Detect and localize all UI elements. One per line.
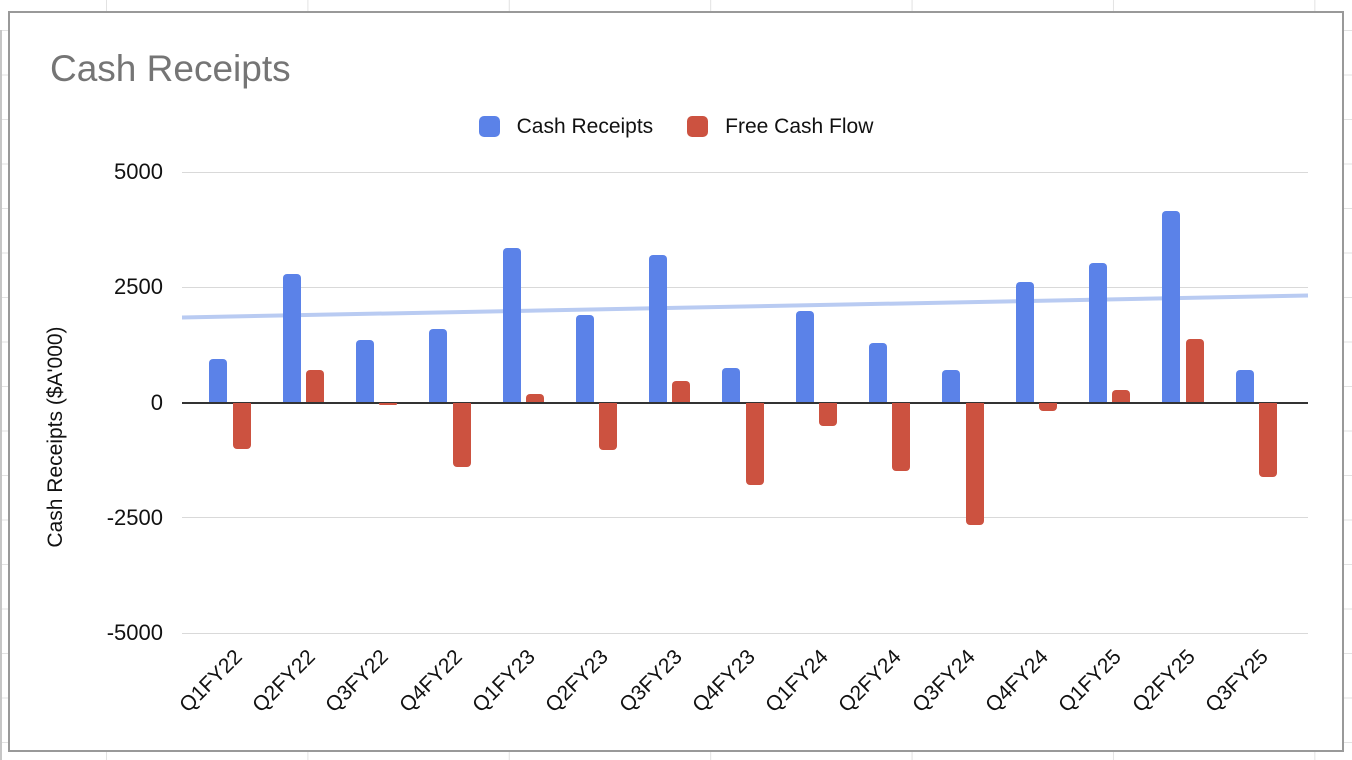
bar-cash-receipts-q2fy25[interactable] [1162,210,1181,403]
trendline [181,293,1309,320]
bar-free-cash-flow-q2fy25[interactable] [1185,338,1204,403]
x-tick-label-q1fy24: Q1FY24 [761,645,833,717]
y-axis-tick-labels: 5000 2500 0 -2500 -5000 [10,160,163,645]
y-tick-label-0: 0 [150,389,163,415]
x-tick-label-q2fy25: Q2FY25 [1127,645,1200,717]
legend-swatch-free-cash-flow [687,115,709,137]
bar-free-cash-flow-q1fy24[interactable] [819,402,837,427]
bar-cash-receipts-q4fy24[interactable] [1015,282,1034,403]
sheet-gridline-edge [0,30,2,760]
bar-cash-receipts-q4fy22[interactable] [429,328,448,403]
bar-free-cash-flow-q1fy25[interactable] [1112,390,1131,403]
bar-free-cash-flow-q3fy22[interactable] [379,402,398,405]
bar-free-cash-flow-q3fy23[interactable] [672,380,691,403]
y-tick-label-2500: 2500 [114,274,163,300]
bar-cash-receipts-q1fy24[interactable] [795,310,814,403]
bar-cash-receipts-q2fy23[interactable] [575,314,594,403]
legend-swatch-cash-receipts [478,115,500,137]
x-tick-label-q2fy22: Q2FY22 [248,645,320,717]
x-axis-zero-line [182,401,1308,404]
x-tick-label-q4fy22: Q4FY22 [394,645,467,717]
bar-free-cash-flow-q2fy23[interactable] [599,402,618,450]
bar-free-cash-flow-q4fy23[interactable] [745,402,764,486]
legend-item-cash-receipts[interactable]: Cash Receipts [478,114,654,138]
bar-cash-receipts-q2fy24[interactable] [869,342,887,403]
legend-item-free-cash-flow[interactable]: Free Cash Flow [687,114,874,138]
gridline--5000 [182,632,1308,634]
bar-cash-receipts-q4fy23[interactable] [722,368,741,403]
bar-free-cash-flow-q1fy23[interactable] [525,394,544,403]
x-tick-label-q4fy23: Q4FY23 [688,645,760,717]
bar-cash-receipts-q3fy23[interactable] [649,254,668,403]
x-tick-label-q3fy23: Q3FY23 [614,645,687,717]
chart-title: Cash Receipts [50,48,291,89]
legend-label-free-cash-flow: Free Cash Flow [725,114,874,138]
bar-free-cash-flow-q2fy24[interactable] [892,402,911,471]
bar-free-cash-flow-q3fy24[interactable] [965,402,984,526]
trendline-svg [181,293,1309,320]
bar-free-cash-flow-q2fy22[interactable] [305,369,324,403]
y-tick-label--2500: -2500 [106,504,163,530]
plot-area: Q1FY22 Q2FY22 Q3FY22 Q4FY22 Q1FY23 Q2FY23 Q3FY… [175,171,1309,717]
x-tick-label-q3fy22: Q3FY22 [321,645,394,717]
legend-label-cash-receipts: Cash Receipts [516,114,654,138]
bar-cash-receipts-q2fy22[interactable] [282,274,301,403]
bar-cash-receipts-q3fy22[interactable] [355,340,374,403]
chart-legend: Cash Receipts Free Cash Flow [10,115,1342,137]
y-tick-label-5000: 5000 [114,159,163,184]
bar-free-cash-flow-q4fy24[interactable] [1038,402,1057,411]
bar-cash-receipts-q3fy24[interactable] [942,369,961,403]
bar-free-cash-flow-q4fy22[interactable] [452,402,471,467]
gridline-5000 [182,171,1308,173]
bar-cash-receipts-q1fy25[interactable] [1088,263,1107,403]
bar-cash-receipts-q3fy25[interactable] [1235,369,1254,403]
bar-free-cash-flow-q3fy25[interactable] [1258,402,1277,478]
bar-cash-receipts-q1fy23[interactable] [502,248,521,403]
x-tick-label-q3fy24: Q3FY24 [907,645,980,717]
x-tick-label-q2fy23: Q2FY23 [541,645,614,717]
x-tick-label-q1fy22: Q1FY22 [174,645,247,717]
gridline--2500 [182,517,1308,519]
bar-free-cash-flow-q1fy22[interactable] [232,402,251,450]
chart-object[interactable]: Cash Receipts Cash Receipts Free Cash Flo… [8,11,1344,752]
x-tick-label-q4fy24: Q4FY24 [981,645,1053,717]
x-tick-label-q2fy24: Q2FY24 [834,645,907,717]
y-tick-label--5000: -5000 [106,620,163,645]
x-tick-label-q1fy23: Q1FY23 [468,645,540,717]
bar-cash-receipts-q1fy22[interactable] [209,359,228,403]
x-tick-label-q1fy25: Q1FY25 [1054,645,1127,717]
x-tick-label-q3fy25: Q3FY25 [1201,645,1273,717]
gridline-2500 [182,286,1308,288]
